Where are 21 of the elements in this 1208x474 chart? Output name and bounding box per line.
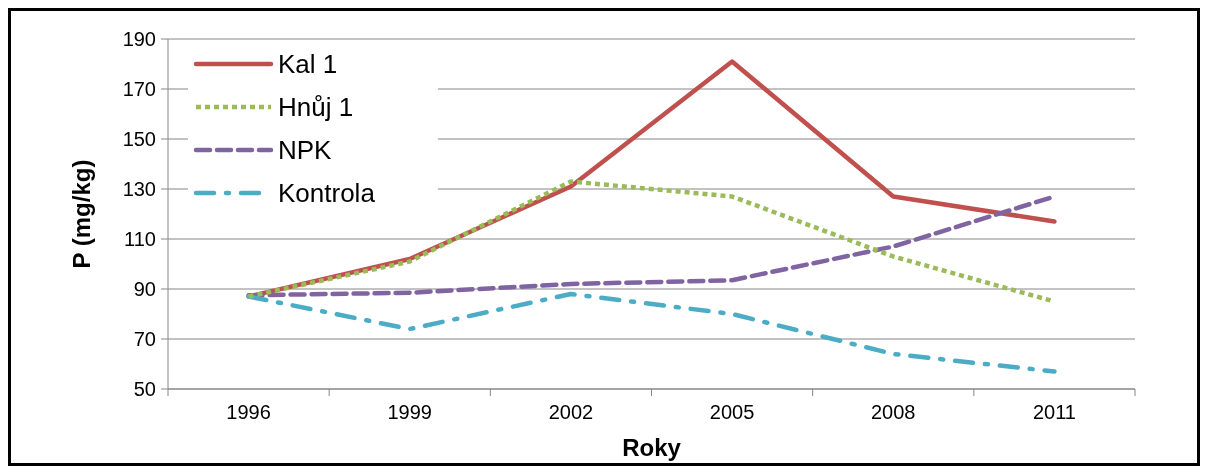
- x-tick-label: 2011: [1032, 401, 1076, 423]
- x-tick-label: 1996: [226, 401, 271, 423]
- y-tick-label: 70: [133, 328, 156, 350]
- x-tick-label: 2005: [709, 401, 755, 423]
- line-series: [246, 291, 1057, 374]
- x-tick-label: 2008: [871, 401, 916, 423]
- legend-label: Kontrola: [278, 178, 376, 209]
- y-axis-title: P (mg/kg): [68, 159, 95, 269]
- x-axis-title: Roky: [622, 434, 682, 461]
- x-tick-label: 2002: [548, 401, 594, 423]
- legend-label: Hnůj 1: [278, 92, 354, 123]
- y-tick-label: 50: [133, 378, 156, 400]
- y-tick-label: 90: [133, 278, 156, 300]
- legend-label: NPK: [278, 135, 333, 166]
- x-tick-label: 1999: [387, 401, 432, 423]
- y-tick-label: 130: [122, 178, 156, 200]
- y-tick-label: 190: [122, 28, 156, 50]
- y-tick-label: 170: [122, 78, 156, 100]
- y-tick-label: 110: [124, 228, 156, 250]
- y-tick-label: 150: [122, 128, 156, 150]
- legend-label: Kal 1: [278, 49, 338, 80]
